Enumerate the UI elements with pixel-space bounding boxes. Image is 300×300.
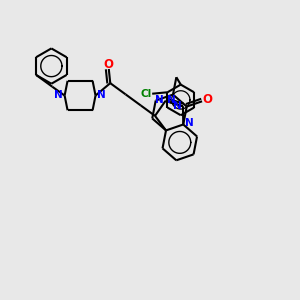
Text: O: O: [202, 93, 212, 106]
Text: N: N: [185, 118, 194, 128]
Text: N: N: [173, 101, 182, 111]
Text: N: N: [155, 95, 164, 105]
Text: N: N: [97, 90, 106, 100]
Text: O: O: [104, 58, 114, 71]
Text: N: N: [54, 90, 63, 100]
Text: Cl: Cl: [140, 89, 151, 99]
Text: N: N: [167, 95, 176, 106]
